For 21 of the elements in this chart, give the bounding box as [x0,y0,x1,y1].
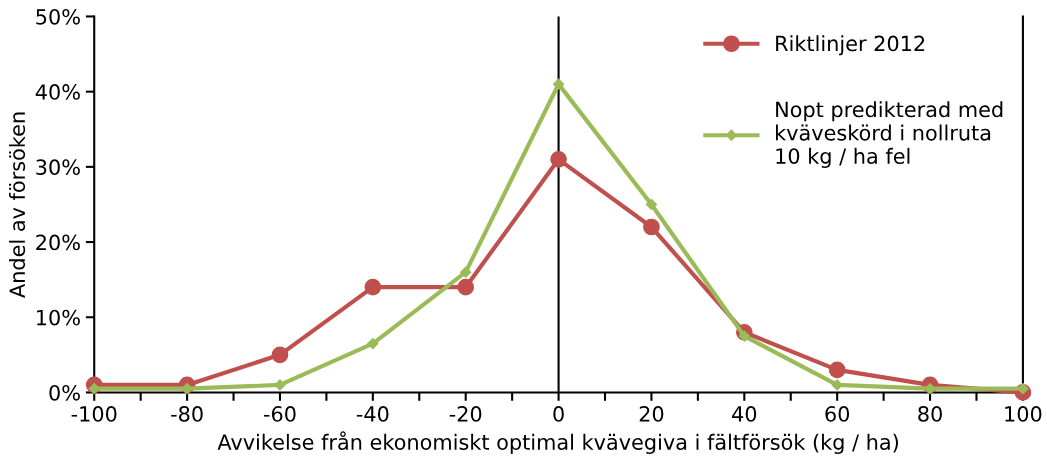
y-tick-label: 50% [36,8,80,25]
legend-label: Riktlinjer 2012 [776,35,925,56]
y-tick-label: 20% [36,234,80,251]
x-tick-label: 100 [1005,406,1042,422]
x-tick-label: -100 [71,406,117,422]
legend-label: Nopt predikterad med kväveskörd i nollruta 10 kg / ha fel [775,101,1003,169]
x-tick-label: 80 [918,406,942,422]
y-tick-label: 40% [35,84,80,100]
x-tick-label: 20 [639,406,664,422]
x-tick-label: -20 [449,406,482,422]
x-tick-label: 0 [553,406,564,422]
y-tick-label: 10% [37,309,80,326]
x-axis-title: Avvikelse från ekonomiskt optimal kvävegiva i fältförsök (kg / ha) [217,431,898,454]
x-tick-label: 40 [732,406,757,422]
x-tick-label: -60 [263,406,296,422]
x-tick-label: -80 [171,406,203,422]
y-axis-title: Andel av försöken [9,112,26,298]
x-tick-label: 60 [825,406,850,422]
x-tick-label: -40 [356,406,389,422]
y-tick-label: 30% [36,159,80,176]
y-tick-label: 0% [49,384,80,401]
